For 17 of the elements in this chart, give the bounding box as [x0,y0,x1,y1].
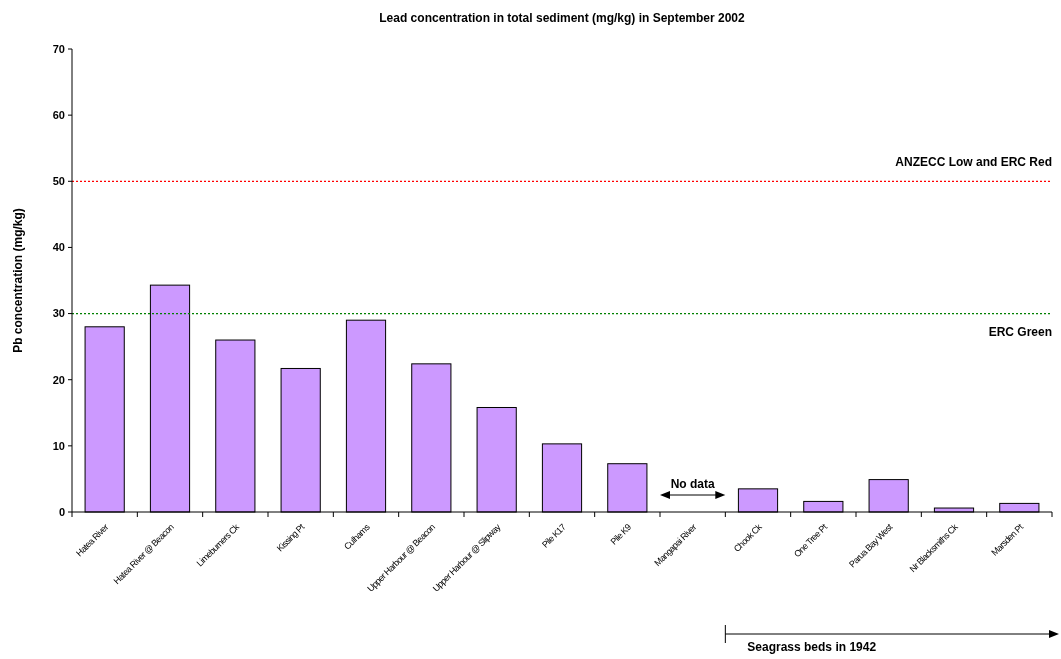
annotation: No data [670,477,715,491]
text: Seagrass beds in 1942 [747,640,877,654]
y-tick-label: 30 [52,307,65,320]
ref-line-label: ANZECC Low and ERC Red [895,155,1052,170]
y-tick-label: 20 [52,373,65,386]
x-tick-label: Pile K9 [608,521,634,547]
y-tick-label: 70 [52,42,65,55]
y-axis-title: Pb concentration (mg/kg) [11,208,25,353]
x-tick-label: Pile K17 [540,521,568,550]
ref-line-label: ERC Green [988,324,1052,339]
y-tick-label: 10 [52,439,65,452]
y-tick-label: 50 [52,175,65,188]
chart-title: Lead concentration in total sediment (mg/kg) in September 2002 [379,11,746,25]
y-tick-label: 0 [58,505,65,518]
y-tick-label: 40 [52,241,65,254]
x-tick-label: One Tree Pt [792,521,830,560]
y-tick-label: 60 [52,108,65,121]
